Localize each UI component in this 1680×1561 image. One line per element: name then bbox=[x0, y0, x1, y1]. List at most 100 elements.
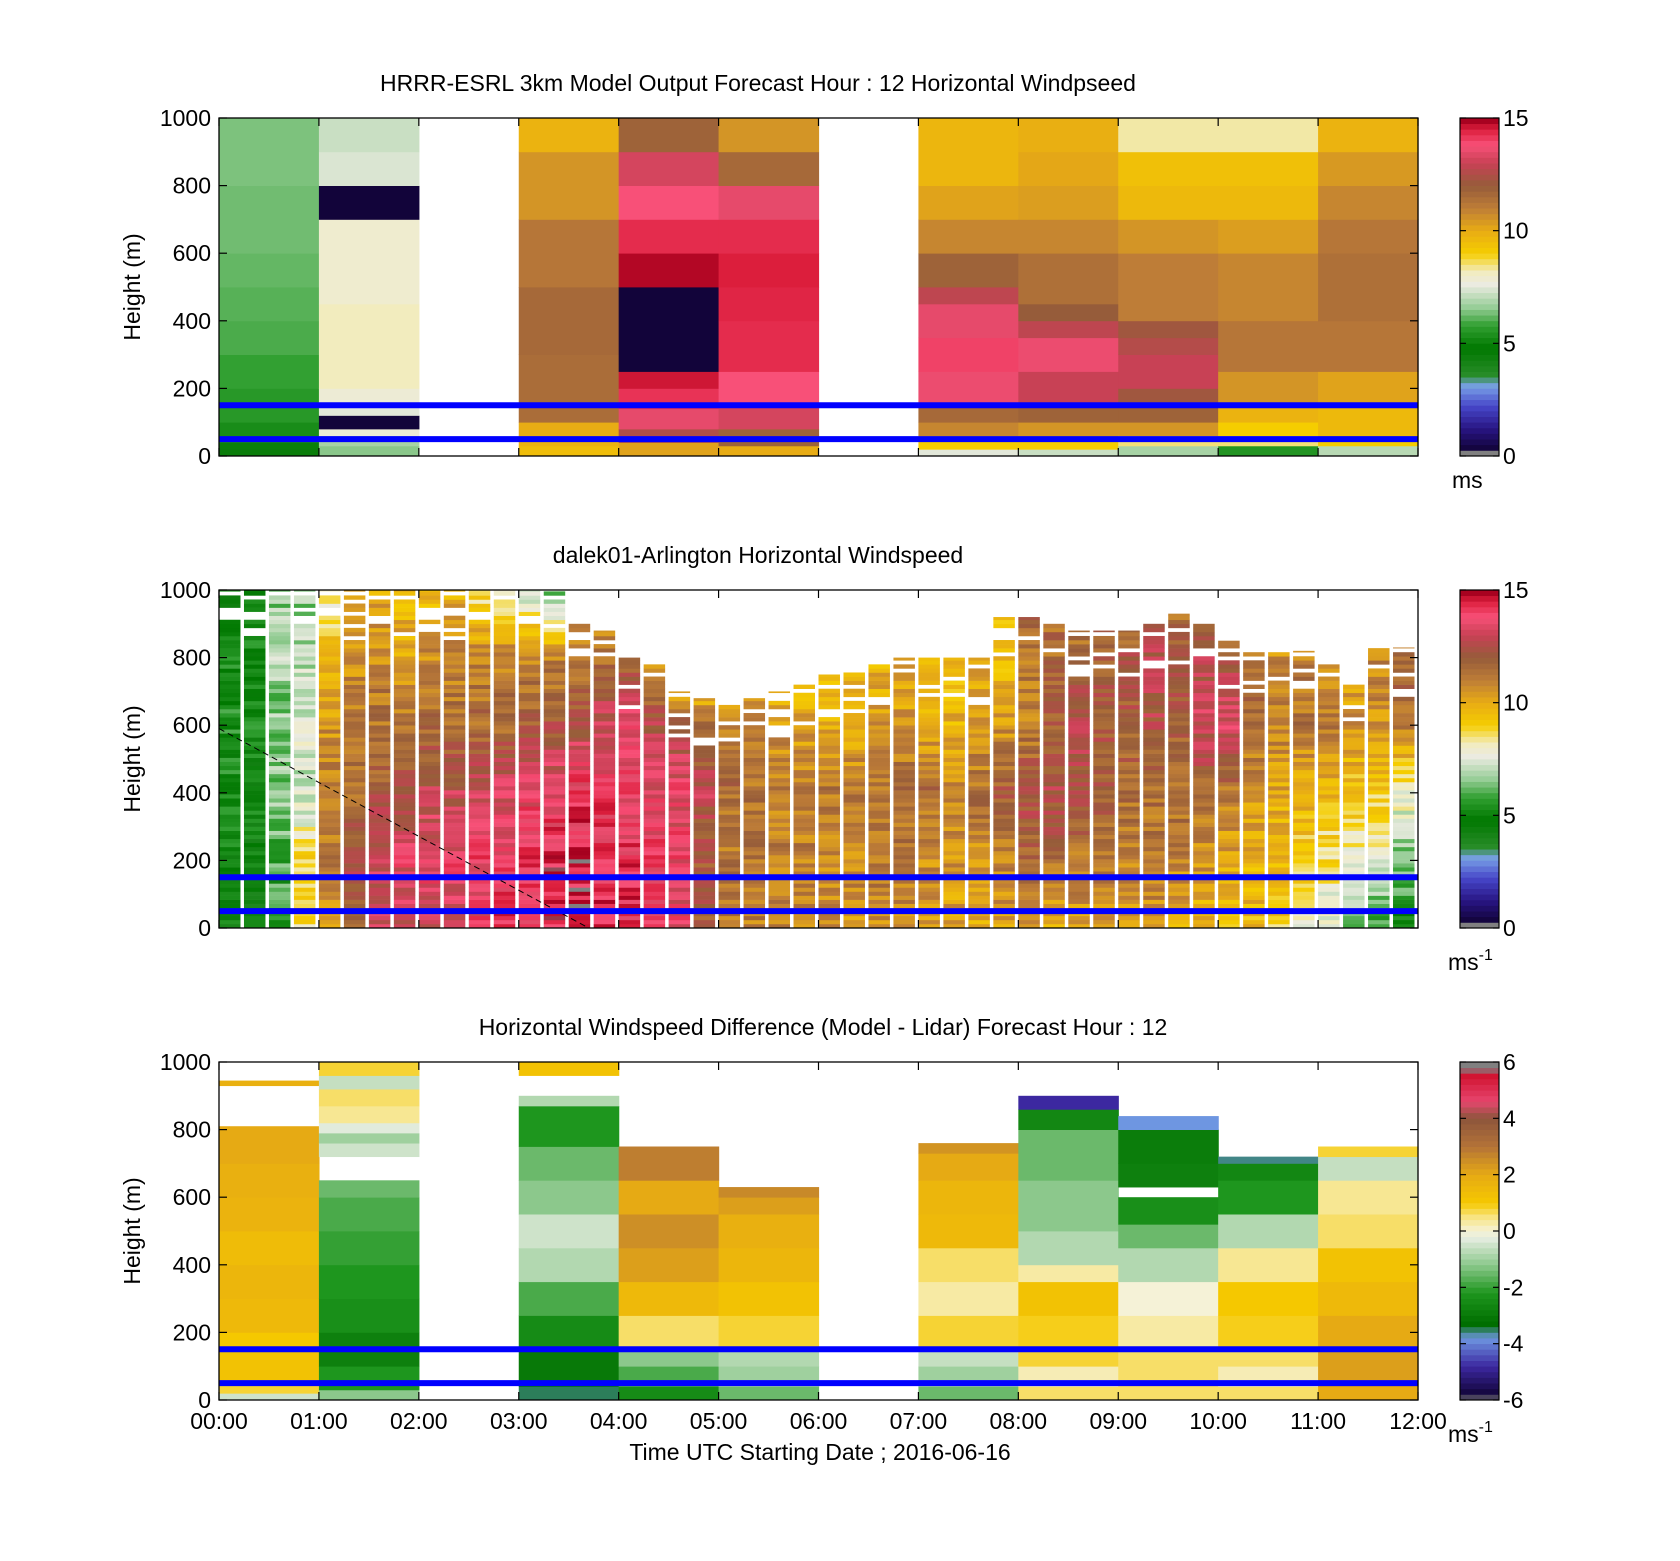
heatmap-cell bbox=[993, 684, 1015, 689]
heatmap-cell bbox=[418, 923, 441, 929]
heatmap-cell bbox=[1218, 859, 1240, 864]
heatmap-cell bbox=[1393, 660, 1415, 665]
heatmap-cell bbox=[1393, 842, 1415, 848]
heatmap-cell bbox=[518, 1146, 620, 1181]
heatmap-cell bbox=[593, 668, 616, 673]
heatmap-cell bbox=[1168, 919, 1190, 925]
heatmap-cell bbox=[893, 676, 915, 681]
heatmap-cell bbox=[393, 615, 416, 621]
heatmap-cell bbox=[768, 704, 791, 710]
heatmap-cell bbox=[493, 814, 516, 819]
heatmap-cell bbox=[1368, 802, 1390, 807]
heatmap-cell bbox=[1018, 692, 1040, 698]
heatmap-cell bbox=[468, 590, 491, 592]
heatmap-cell bbox=[643, 838, 666, 844]
heatmap-cell bbox=[343, 806, 366, 811]
heatmap-cell bbox=[468, 818, 491, 823]
colorbar-swatch bbox=[1460, 247, 1499, 254]
heatmap-cell bbox=[1343, 818, 1365, 823]
heatmap-cell bbox=[843, 887, 865, 892]
heatmap-cell bbox=[993, 704, 1015, 710]
heatmap-cell bbox=[343, 919, 366, 925]
colorbar-frame bbox=[1459, 589, 1500, 929]
colorbar-swatch bbox=[1460, 287, 1499, 294]
heatmap-cell bbox=[518, 818, 541, 823]
heatmap-cell bbox=[943, 919, 965, 925]
heatmap-cell bbox=[1193, 761, 1215, 767]
heatmap-cell bbox=[268, 704, 291, 710]
heatmap-cell bbox=[1143, 814, 1165, 819]
heatmap-cell bbox=[393, 790, 416, 795]
heatmap-cell bbox=[843, 781, 865, 787]
heatmap-cell bbox=[318, 879, 341, 884]
colorbar-swatch bbox=[1460, 270, 1499, 277]
heatmap-cell bbox=[1043, 741, 1065, 746]
heatmap-cell bbox=[543, 733, 566, 738]
heatmap-cell bbox=[1068, 923, 1090, 929]
heatmap-cell bbox=[418, 668, 441, 673]
heatmap-cell bbox=[993, 826, 1015, 831]
heatmap-cell bbox=[1193, 891, 1215, 896]
heatmap-cell bbox=[368, 733, 391, 738]
heatmap-cell bbox=[543, 729, 566, 734]
heatmap-cell bbox=[493, 915, 516, 921]
colorbar-swatch bbox=[1460, 871, 1499, 878]
heatmap-cell bbox=[393, 863, 416, 868]
heatmap-cell bbox=[968, 887, 990, 892]
colorbar-swatch bbox=[1460, 1208, 1499, 1215]
heatmap-cell bbox=[219, 656, 241, 661]
heatmap-cell bbox=[243, 923, 266, 929]
heatmap-cell bbox=[743, 733, 766, 738]
heatmap-cell bbox=[518, 603, 541, 608]
heatmap-cell bbox=[518, 611, 541, 616]
colorbar-swatch bbox=[1460, 877, 1499, 884]
heatmap-cell bbox=[993, 806, 1015, 811]
heatmap-cell bbox=[293, 668, 316, 673]
heatmap-cell bbox=[518, 879, 541, 884]
heatmap-cell bbox=[618, 777, 641, 783]
heatmap-cell bbox=[493, 798, 516, 803]
heatmap-cell bbox=[1018, 786, 1040, 791]
heatmap-cell bbox=[1193, 668, 1215, 673]
heatmap-cell bbox=[1168, 664, 1190, 669]
heatmap-cell bbox=[1118, 854, 1140, 860]
heatmap-cell bbox=[1118, 781, 1140, 787]
heatmap-cell bbox=[1268, 704, 1290, 710]
heatmap-cell bbox=[1068, 794, 1090, 799]
heatmap-cell bbox=[593, 867, 616, 872]
heatmap-cell bbox=[643, 923, 666, 929]
heatmap-cell bbox=[343, 891, 366, 896]
heatmap-cell bbox=[1143, 652, 1165, 657]
heatmap-cell bbox=[1293, 717, 1315, 722]
heatmap-cell bbox=[593, 631, 616, 637]
heatmap-cell bbox=[793, 745, 816, 750]
heatmap-cell bbox=[1318, 871, 1340, 876]
heatmap-cell bbox=[1043, 684, 1065, 689]
heatmap-cell bbox=[693, 781, 716, 787]
heatmap-cell bbox=[1118, 810, 1140, 815]
heatmap-cell bbox=[393, 619, 416, 625]
heatmap-cell bbox=[1218, 725, 1240, 730]
heatmap-cell bbox=[268, 615, 291, 621]
heatmap-cell bbox=[1368, 846, 1390, 852]
heatmap-cell bbox=[893, 786, 915, 791]
heatmap-cell bbox=[568, 644, 591, 649]
heatmap-cell bbox=[1168, 721, 1190, 726]
heatmap-cell bbox=[918, 891, 940, 896]
heatmap-cell bbox=[718, 1187, 820, 1198]
heatmap-cell bbox=[518, 445, 620, 457]
heatmap-cell bbox=[368, 879, 391, 884]
heatmap-cell bbox=[368, 717, 391, 722]
heatmap-cell bbox=[468, 915, 491, 921]
heatmap-cell bbox=[1043, 635, 1065, 641]
heatmap-cell bbox=[718, 405, 820, 430]
heatmap-cell bbox=[643, 790, 666, 795]
heatmap-cell bbox=[293, 919, 316, 925]
heatmap-cell bbox=[1243, 923, 1265, 929]
heatmap-cell bbox=[1243, 664, 1265, 669]
heatmap-cell bbox=[1268, 733, 1290, 738]
heatmap-cell bbox=[493, 733, 516, 738]
heatmap-cell bbox=[618, 757, 641, 763]
heatmap-cell bbox=[768, 818, 791, 823]
heatmap-cell bbox=[1243, 717, 1265, 722]
